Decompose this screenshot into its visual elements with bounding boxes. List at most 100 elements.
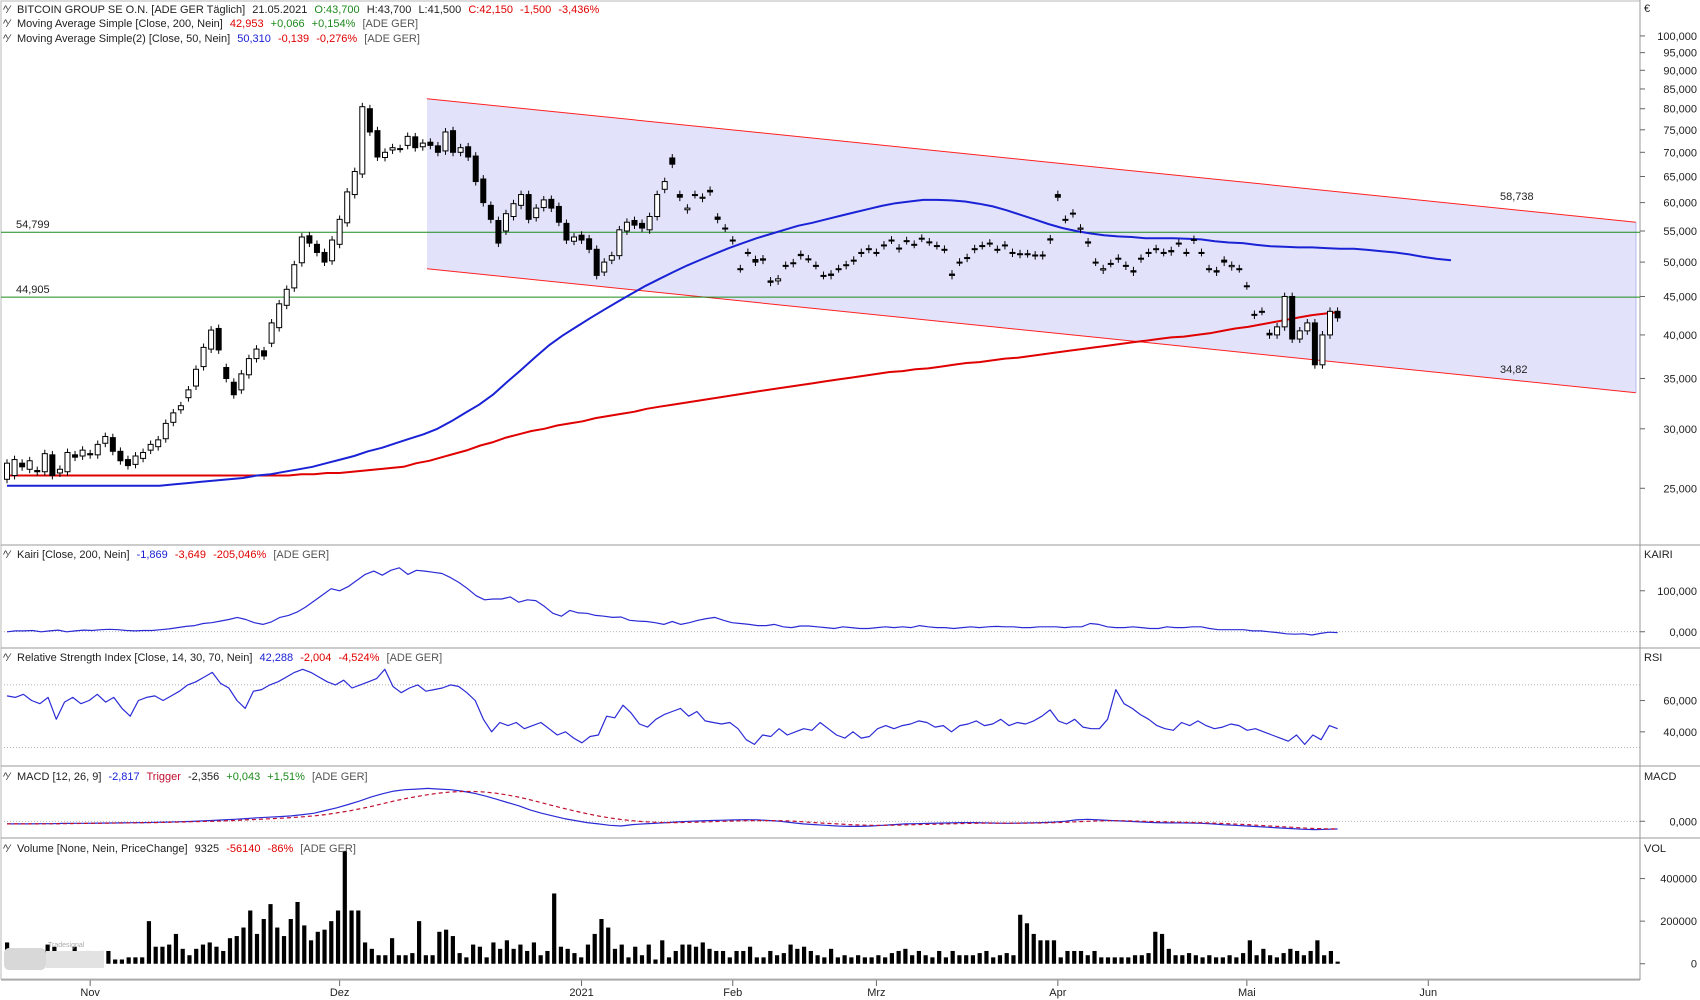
candle[interactable]: [760, 254, 766, 265]
volume-bar[interactable]: [714, 950, 719, 964]
volume-bar[interactable]: [883, 957, 888, 964]
volume-bar[interactable]: [856, 955, 861, 964]
candle[interactable]: [34, 466, 41, 476]
candle[interactable]: [691, 190, 698, 199]
candle[interactable]: [329, 236, 336, 265]
volume-bar[interactable]: [200, 944, 206, 964]
candle[interactable]: [1032, 251, 1039, 260]
candle[interactable]: [472, 152, 479, 186]
candle[interactable]: [245, 354, 252, 379]
candle[interactable]: [185, 385, 192, 402]
volume-bar[interactable]: [1247, 940, 1252, 964]
volume-bar[interactable]: [1078, 950, 1084, 964]
candle[interactable]: [608, 251, 615, 265]
volume-bar[interactable]: [113, 959, 118, 964]
volume-bar[interactable]: [450, 936, 455, 964]
candle[interactable]: [669, 154, 676, 169]
volume-bar[interactable]: [1180, 955, 1185, 964]
candle[interactable]: [215, 324, 222, 354]
volume-bar[interactable]: [281, 936, 287, 964]
candle[interactable]: [510, 199, 517, 221]
volume-bar[interactable]: [410, 953, 415, 964]
volume-bar[interactable]: [896, 950, 901, 964]
candle[interactable]: [1266, 329, 1273, 339]
candle[interactable]: [888, 236, 895, 244]
candle[interactable]: [193, 365, 199, 390]
volume-bar[interactable]: [619, 944, 624, 964]
candle[interactable]: [200, 343, 207, 371]
volume-bar[interactable]: [1024, 923, 1030, 964]
candle[interactable]: [140, 448, 147, 463]
candle[interactable]: [790, 258, 797, 268]
candle[interactable]: [427, 138, 434, 150]
volume-bar[interactable]: [389, 938, 395, 964]
volume-bar[interactable]: [842, 955, 847, 964]
volume-bar[interactable]: [747, 946, 753, 964]
volume-bar[interactable]: [1173, 955, 1178, 964]
candle[interactable]: [1122, 261, 1129, 270]
volume-bar[interactable]: [660, 940, 665, 964]
volume-bar[interactable]: [991, 957, 996, 964]
volume-bar[interactable]: [741, 950, 746, 964]
volume-bar[interactable]: [308, 940, 314, 964]
candle[interactable]: [865, 244, 872, 254]
volume-bar[interactable]: [910, 955, 915, 964]
volume-bar[interactable]: [173, 933, 179, 964]
volume-bar[interactable]: [693, 946, 699, 964]
volume-bar[interactable]: [477, 946, 482, 964]
volume-bar[interactable]: [1065, 950, 1070, 964]
candle[interactable]: [276, 299, 283, 332]
candle[interactable]: [41, 449, 48, 476]
volume-bar[interactable]: [984, 950, 989, 964]
volume-bar[interactable]: [788, 944, 793, 964]
volume-bar[interactable]: [261, 919, 266, 964]
candle[interactable]: [450, 126, 457, 157]
volume-bar[interactable]: [444, 929, 449, 964]
volume-bar[interactable]: [403, 955, 408, 964]
volume-bar[interactable]: [356, 910, 361, 964]
volume-bar[interactable]: [275, 927, 280, 964]
macd-line[interactable]: [7, 787, 1338, 831]
volume-bar[interactable]: [1126, 957, 1131, 964]
volume-bar[interactable]: [254, 933, 260, 964]
volume-bar[interactable]: [829, 948, 834, 964]
volume-bar[interactable]: [383, 955, 388, 964]
candle[interactable]: [540, 196, 547, 212]
volume-bar[interactable]: [329, 921, 334, 964]
volume-bar[interactable]: [140, 957, 145, 964]
candle[interactable]: [382, 148, 388, 162]
candle[interactable]: [752, 255, 759, 267]
candle[interactable]: [170, 408, 177, 427]
candle[interactable]: [26, 456, 33, 474]
candle[interactable]: [880, 241, 887, 250]
volume-bar[interactable]: [349, 910, 354, 964]
volume-bar[interactable]: [1153, 931, 1158, 964]
volume-bar[interactable]: [369, 948, 374, 964]
candle[interactable]: [1039, 251, 1046, 260]
volume-bar[interactable]: [639, 955, 645, 964]
candle[interactable]: [1100, 264, 1107, 274]
candle[interactable]: [79, 446, 86, 460]
macd-panel[interactable]: 0,000: [4, 787, 1697, 831]
volume-bar[interactable]: [795, 948, 800, 964]
volume-bar[interactable]: [1328, 950, 1334, 964]
candle[interactable]: [1213, 266, 1220, 276]
candle[interactable]: [1311, 319, 1318, 369]
volume-bar[interactable]: [1031, 933, 1036, 964]
rsi-panel[interactable]: 60,000 40,000: [4, 668, 1697, 748]
candle[interactable]: [1138, 254, 1144, 263]
candle[interactable]: [306, 231, 313, 248]
volume-bar[interactable]: [1085, 955, 1090, 964]
candle[interactable]: [502, 209, 509, 235]
candle[interactable]: [1107, 259, 1114, 268]
candle[interactable]: [397, 144, 404, 153]
candle[interactable]: [1130, 266, 1137, 276]
candle[interactable]: [374, 126, 381, 161]
volume-bar[interactable]: [801, 946, 807, 964]
volume-bar[interactable]: [876, 955, 881, 964]
volume-bar[interactable]: [241, 927, 246, 964]
candle[interactable]: [707, 186, 714, 196]
volume-bar[interactable]: [315, 931, 320, 964]
sma50-path[interactable]: [7, 198, 1452, 487]
